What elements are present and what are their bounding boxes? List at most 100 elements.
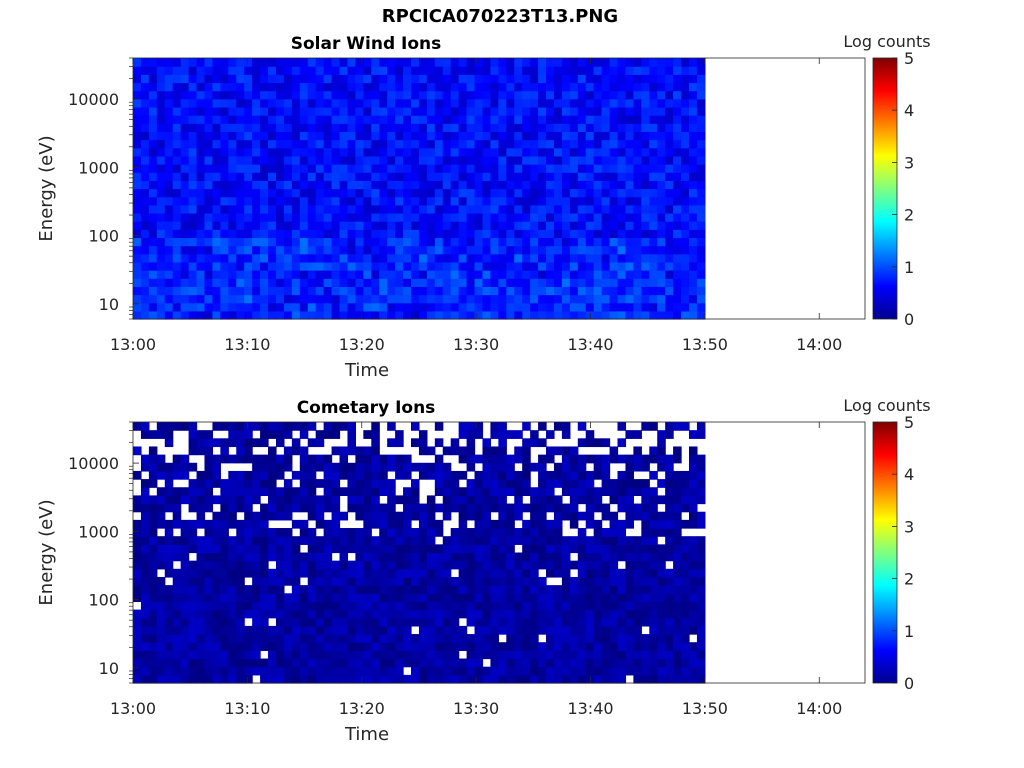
heatmap-cell	[609, 302, 619, 312]
heatmap-cell	[252, 302, 261, 312]
heatmap-cell	[514, 188, 523, 198]
heatmap-cell	[180, 552, 190, 562]
heatmap-cell	[450, 237, 460, 247]
heatmap-cell	[291, 196, 301, 206]
heatmap-cell	[164, 462, 174, 472]
heatmap-cell	[252, 576, 261, 586]
heatmap-cell	[204, 601, 214, 611]
heatmap-cell	[466, 617, 476, 627]
heatmap-cell	[482, 106, 492, 116]
heatmap-cell	[220, 294, 229, 304]
heatmap-cell	[196, 221, 206, 230]
heatmap-cell	[371, 237, 380, 247]
heatmap-cell	[577, 172, 587, 181]
heatmap-cell	[673, 601, 682, 611]
heatmap-cell	[299, 503, 309, 513]
heatmap-cell	[553, 479, 563, 488]
heatmap-cell	[347, 212, 356, 222]
heatmap-cell	[657, 90, 666, 100]
heatmap-cell	[299, 585, 309, 594]
heatmap-cell	[220, 609, 229, 619]
heatmap-cell	[641, 196, 650, 206]
heatmap-cell	[220, 58, 229, 67]
heatmap-cell	[148, 90, 158, 100]
heatmap-cell	[585, 658, 595, 668]
heatmap-cell	[696, 666, 706, 676]
heatmap-cell	[649, 66, 658, 75]
heatmap-cell	[204, 560, 214, 570]
heatmap-cell	[236, 294, 245, 304]
heatmap-cell	[283, 625, 293, 635]
heatmap-cell	[260, 123, 269, 133]
colorbar	[872, 421, 898, 684]
heatmap-cell	[538, 302, 547, 312]
heatmap-cell	[379, 568, 388, 578]
heatmap-cell	[482, 470, 492, 480]
heatmap-cell	[339, 536, 349, 545]
heatmap-cell	[593, 58, 603, 67]
heatmap-cell	[601, 221, 611, 230]
heatmap-cell	[140, 245, 150, 255]
heatmap-cell	[212, 552, 221, 562]
heatmap-cell	[458, 454, 468, 464]
heatmap-cell	[363, 479, 372, 488]
heatmap-cell	[140, 576, 150, 586]
heatmap-cell	[387, 204, 396, 214]
heatmap-cell	[410, 650, 420, 660]
heatmap-cell	[688, 155, 698, 165]
heatmap-cell	[649, 609, 658, 619]
heatmap-cell	[236, 666, 245, 676]
heatmap-cell	[347, 462, 356, 472]
heatmap-cell	[641, 634, 650, 643]
heatmap-cell	[252, 528, 261, 537]
heatmap-cell	[339, 642, 349, 651]
heatmap-cell	[220, 245, 229, 255]
heatmap-cell	[601, 131, 611, 141]
heatmap-cell	[466, 438, 476, 448]
heatmap-cell	[331, 139, 341, 149]
heatmap-cell	[156, 666, 166, 676]
heatmap-cell	[514, 617, 523, 627]
heatmap-cell	[299, 495, 309, 505]
heatmap-cell	[283, 503, 293, 513]
heatmap-cell	[371, 446, 380, 456]
heatmap-cell	[498, 422, 507, 431]
heatmap-cell	[212, 658, 221, 668]
heatmap-cell	[522, 536, 531, 545]
heatmap-cell	[418, 462, 428, 472]
heatmap-cell	[339, 552, 349, 562]
heatmap-cell	[220, 487, 229, 497]
heatmap-cell	[617, 180, 627, 190]
heatmap-cell	[657, 528, 666, 537]
heatmap-cell	[434, 58, 444, 67]
heatmap-cell	[673, 576, 682, 586]
heatmap-cell	[593, 106, 603, 116]
heatmap-cell	[673, 212, 682, 222]
heatmap-cell	[307, 66, 317, 75]
heatmap-cell	[331, 147, 341, 157]
heatmap-cell	[395, 642, 404, 651]
heatmap-cell	[641, 674, 650, 684]
heatmap-cell	[228, 180, 237, 190]
heatmap-cell	[164, 302, 174, 312]
heatmap-cell	[546, 261, 555, 271]
heatmap-cell	[148, 229, 158, 239]
heatmap-cell	[561, 58, 571, 67]
heatmap-cell	[538, 536, 547, 545]
heatmap-cell	[260, 536, 269, 545]
heatmap-cell	[220, 270, 229, 279]
heatmap-cell	[498, 278, 507, 287]
heatmap-cell	[307, 180, 317, 190]
heatmap-cell	[681, 617, 690, 627]
heatmap-cell	[538, 495, 547, 505]
heatmap-cell	[339, 576, 349, 586]
heatmap-cell	[323, 164, 333, 173]
heatmap-cell	[355, 617, 364, 627]
heatmap-cell	[490, 446, 499, 456]
heatmap-cell	[434, 585, 444, 594]
heatmap-cell	[434, 593, 444, 603]
heatmap-cell	[577, 278, 587, 287]
heatmap-cell	[482, 147, 492, 157]
heatmap-cell	[593, 302, 603, 312]
